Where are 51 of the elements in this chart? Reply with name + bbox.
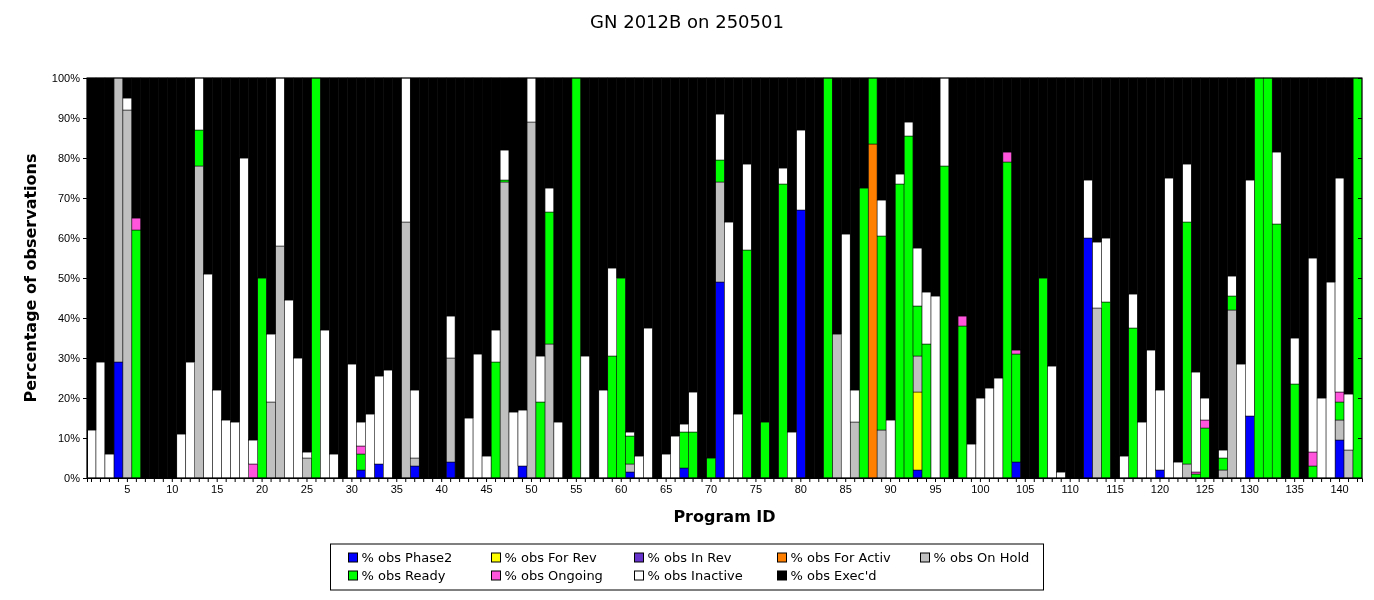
y-tick-label: 10% [57, 432, 81, 445]
y-tick-label: 80% [57, 152, 81, 165]
x-tick-label: 35 [390, 482, 403, 495]
x-axis-title: Program ID [673, 507, 776, 526]
x-tick-label: 130 [1240, 482, 1259, 495]
x-tick-label: 100 [971, 482, 990, 495]
y-tick-label: 70% [57, 192, 81, 205]
y-tick-label: 90% [57, 112, 81, 125]
legend-label: % obs Inactive [647, 568, 743, 583]
x-tick-label: 45 [480, 482, 493, 495]
x-tick-label: 90 [884, 482, 897, 495]
legend-label: % obs Exec'd [790, 568, 877, 583]
x-tick-label: 80 [794, 482, 807, 495]
y-tick-label: 100% [51, 72, 81, 85]
x-tick-label: 40 [435, 482, 448, 495]
legend-label: % obs For Rev [504, 550, 597, 565]
x-tick-label: 75 [749, 482, 763, 495]
x-tick-label: 95 [929, 482, 942, 495]
x-tick-label: 115 [1106, 482, 1124, 495]
x-tick-label: 125 [1195, 482, 1215, 495]
chart-title: GN 2012B on 250501 [590, 11, 784, 32]
x-tick-label: 50 [525, 482, 538, 495]
x-tick-label: 25 [300, 482, 314, 495]
x-tick-label: 15 [211, 482, 224, 495]
x-tick-label: 70 [704, 482, 718, 495]
x-tick-label: 55 [570, 482, 583, 495]
x-tick-label: 140 [1330, 482, 1349, 495]
legend-label: % obs On Hold [933, 550, 1030, 565]
y-tick-label: 50% [57, 272, 81, 285]
x-tick-label: 30 [345, 482, 358, 495]
x-tick-label: 10 [166, 482, 179, 495]
x-tick-label: 120 [1150, 482, 1170, 495]
y-tick-label: 0% [64, 472, 81, 485]
y-tick-label: 60% [57, 232, 81, 245]
y-axis-title: Percentage of observations [21, 153, 40, 403]
legend-label: % obs Ready [361, 568, 446, 583]
legend-label: % obs In Rev [647, 550, 732, 565]
legend-label: % obs For Activ [790, 550, 892, 565]
x-tick-label: 65 [660, 482, 673, 495]
x-tick-label: 60 [615, 482, 628, 495]
x-tick-label: 135 [1285, 482, 1304, 495]
x-tick-label: 20 [255, 482, 269, 495]
y-tick-label: 40% [57, 312, 81, 325]
x-tick-label: 5 [124, 482, 131, 495]
y-tick-label: 30% [57, 352, 81, 365]
legend-label: % obs Ongoing [504, 568, 603, 583]
x-tick-label: 85 [839, 482, 852, 495]
x-tick-label: 105 [1016, 482, 1035, 495]
legend-label: % obs Phase2 [361, 550, 453, 565]
x-tick-label: 110 [1061, 482, 1079, 495]
y-tick-label: 20% [57, 392, 81, 405]
